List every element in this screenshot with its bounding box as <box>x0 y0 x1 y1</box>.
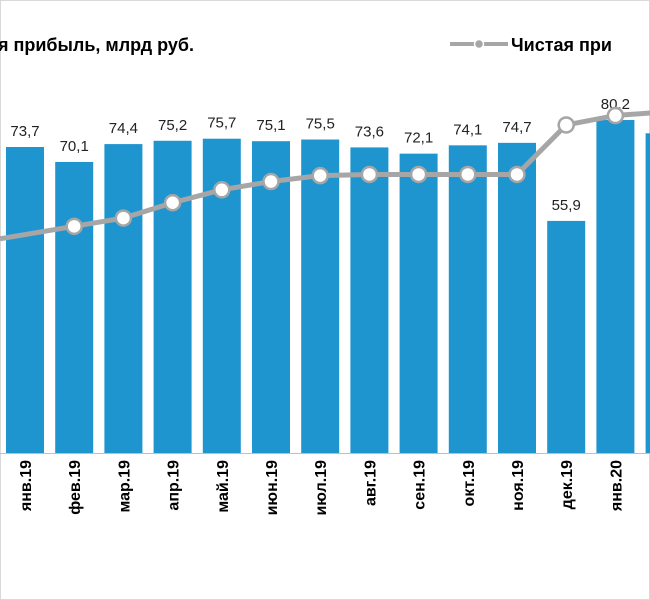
bar-янв.20 <box>596 120 635 454</box>
bar-data-label: 55,9 <box>552 197 581 214</box>
bar-data-label: 73,6 <box>355 123 384 140</box>
line-point <box>311 166 329 185</box>
x-tick-label: окт.19 <box>461 460 478 507</box>
x-axis-tick-labels: янв.19 фев.19 мар.19 апр.19 май.19 июн.19 июл.… <box>18 460 625 516</box>
bar-data-label: 75,2 <box>158 117 187 134</box>
bar-data-label: 75,7 <box>207 115 236 132</box>
bar-series <box>6 120 650 454</box>
bar-сен.19 <box>399 153 438 454</box>
bar-дек.19 <box>547 220 586 453</box>
line-point <box>163 194 182 212</box>
x-tick-label: апр.19 <box>166 460 183 511</box>
bar-data-label: 72,1 <box>404 130 433 147</box>
x-tick-label: ноя.19 <box>510 460 527 511</box>
legend-line-series-label: Чистая при <box>511 35 612 55</box>
line-point <box>360 165 379 184</box>
bar-partial <box>645 133 650 453</box>
x-tick-label: авг.19 <box>362 460 379 506</box>
bar-data-label: 70,1 <box>60 138 89 155</box>
bar-июн.19 <box>252 141 290 453</box>
x-tick-label: янв.19 <box>18 460 35 512</box>
bar-data-label: 73,7 <box>10 123 39 140</box>
legend-bar-series-label: я прибыль, млрд руб. <box>0 35 194 55</box>
line-series <box>0 106 650 242</box>
legend: я прибыль, млрд руб. Чистая при <box>0 35 612 55</box>
bar-data-label: 74,7 <box>502 119 531 136</box>
line-point <box>606 106 625 125</box>
bar-янв.19 <box>6 147 44 453</box>
bar-data-label: 75,1 <box>256 117 285 134</box>
x-tick-label: фев.19 <box>67 460 84 515</box>
bar-data-label: 75,5 <box>306 116 335 133</box>
bar-data-labels: 73,7 70,1 74,4 75,2 75,7 75,1 75,5 73,6 72,1 74,1… <box>10 96 630 214</box>
line-point <box>213 181 231 199</box>
x-tick-label: июл.19 <box>313 460 330 516</box>
bar-авг.19 <box>350 147 389 453</box>
bar-data-label: 74,1 <box>453 121 482 138</box>
bar-фев.19 <box>55 161 94 453</box>
legend-line-marker-dot <box>473 38 485 50</box>
line-point <box>262 172 280 191</box>
x-tick-label: мар.19 <box>116 460 133 513</box>
line-point <box>459 165 477 184</box>
bar-data-label: 74,4 <box>109 120 138 137</box>
x-tick-label: июн.19 <box>264 460 281 516</box>
line-point <box>409 165 428 184</box>
bar-мар.19 <box>104 144 143 453</box>
line-point <box>557 116 575 134</box>
bar-окт.19 <box>448 145 487 453</box>
bar-апр.19 <box>153 140 192 454</box>
x-tick-label: май.19 <box>215 460 232 513</box>
bar-июл.19 <box>301 139 340 453</box>
x-tick-label: сен.19 <box>412 460 429 510</box>
x-tick-label: янв.20 <box>608 460 625 512</box>
bar-ноя.19 <box>498 142 536 454</box>
line-point <box>508 165 526 184</box>
x-tick-label: дек.19 <box>559 460 576 509</box>
bar-data-label: 80,2 <box>601 96 630 113</box>
line-point <box>65 217 83 236</box>
line-point <box>114 209 133 227</box>
